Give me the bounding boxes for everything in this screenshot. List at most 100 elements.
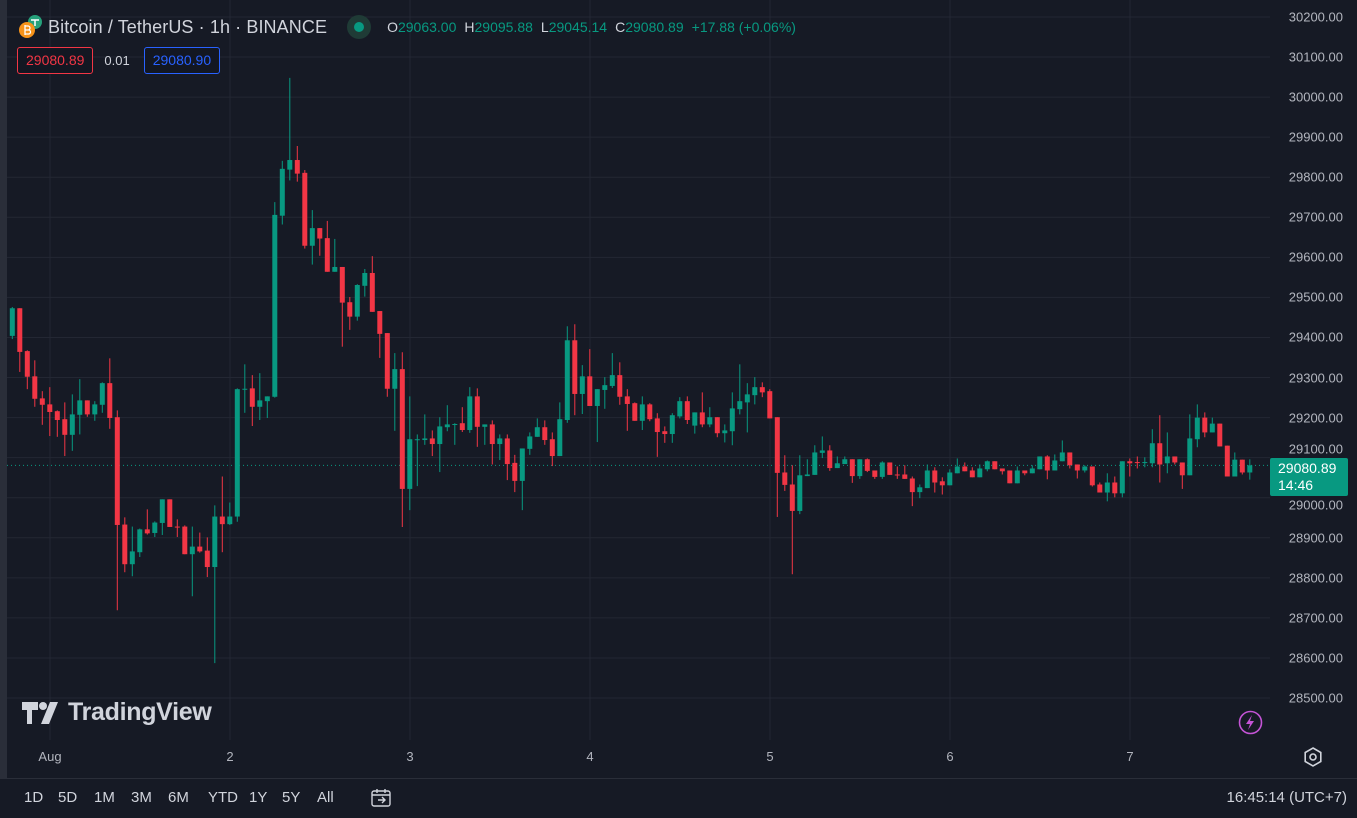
candle[interactable] bbox=[1127, 458, 1133, 477]
candle[interactable] bbox=[9, 307, 15, 340]
candle[interactable] bbox=[684, 396, 690, 425]
candle[interactable] bbox=[999, 468, 1005, 475]
candle[interactable] bbox=[744, 383, 750, 433]
candle[interactable] bbox=[272, 202, 278, 398]
candle[interactable] bbox=[444, 405, 450, 432]
candle[interactable] bbox=[969, 467, 975, 478]
candle[interactable] bbox=[1232, 452, 1238, 477]
candle[interactable] bbox=[92, 401, 98, 421]
candle[interactable] bbox=[1164, 432, 1170, 474]
candle[interactable] bbox=[714, 417, 720, 438]
candle[interactable] bbox=[902, 465, 908, 479]
candle[interactable] bbox=[62, 402, 68, 457]
candle[interactable] bbox=[572, 324, 578, 416]
candle[interactable] bbox=[1059, 440, 1065, 462]
lightning-icon[interactable] bbox=[1237, 709, 1264, 736]
candle[interactable] bbox=[84, 400, 90, 417]
candle[interactable] bbox=[774, 417, 780, 517]
candle[interactable] bbox=[1172, 456, 1178, 465]
candle[interactable] bbox=[677, 397, 683, 419]
candle[interactable] bbox=[699, 392, 705, 428]
candle[interactable] bbox=[504, 434, 510, 481]
candle[interactable] bbox=[609, 353, 615, 388]
candle[interactable] bbox=[189, 526, 195, 597]
candle[interactable] bbox=[414, 434, 420, 487]
candle[interactable] bbox=[519, 448, 525, 511]
candle[interactable] bbox=[894, 466, 900, 479]
candle[interactable] bbox=[287, 77, 293, 181]
candle[interactable] bbox=[122, 517, 128, 573]
candle[interactable] bbox=[512, 454, 518, 493]
candle[interactable] bbox=[182, 525, 188, 555]
candle[interactable] bbox=[534, 418, 540, 437]
candle[interactable] bbox=[564, 326, 570, 423]
candle[interactable] bbox=[264, 396, 270, 419]
candle[interactable] bbox=[917, 484, 923, 499]
candle[interactable] bbox=[789, 465, 795, 575]
candle[interactable] bbox=[99, 382, 105, 413]
candle[interactable] bbox=[849, 459, 855, 483]
calendar-goto-icon[interactable] bbox=[369, 786, 393, 810]
candle[interactable] bbox=[692, 412, 698, 434]
candle[interactable] bbox=[279, 160, 285, 225]
candle[interactable] bbox=[144, 509, 150, 535]
candle[interactable] bbox=[932, 467, 938, 493]
candle[interactable] bbox=[797, 455, 803, 515]
range-button-5y[interactable]: 5Y bbox=[282, 789, 301, 806]
symbol-title[interactable]: Bitcoin / TetherUS · 1h · BINANCE bbox=[48, 16, 328, 37]
candle[interactable] bbox=[864, 458, 870, 473]
candle[interactable] bbox=[69, 394, 75, 451]
candle[interactable] bbox=[219, 476, 225, 553]
candle[interactable] bbox=[482, 424, 488, 445]
candle[interactable] bbox=[167, 499, 173, 527]
range-button-5d[interactable]: 5D bbox=[58, 789, 78, 806]
candle[interactable] bbox=[834, 456, 840, 469]
candle[interactable] bbox=[467, 387, 473, 433]
candle[interactable] bbox=[459, 407, 465, 433]
candle[interactable] bbox=[1119, 461, 1125, 498]
candle[interactable] bbox=[399, 352, 405, 527]
candle[interactable] bbox=[879, 461, 885, 479]
candle[interactable] bbox=[332, 238, 338, 272]
candle[interactable] bbox=[639, 396, 645, 431]
range-button-ytd[interactable]: YTD bbox=[208, 789, 238, 806]
candle[interactable] bbox=[1247, 459, 1253, 480]
price-axis[interactable]: 30200.00 30100.00 30000.00 29900.00 29800.00… bbox=[1270, 0, 1357, 740]
candle[interactable] bbox=[1067, 452, 1073, 469]
range-button-all[interactable]: All bbox=[317, 789, 334, 806]
range-button-1m[interactable]: 1M bbox=[94, 789, 115, 806]
candle[interactable] bbox=[594, 389, 600, 443]
candle[interactable] bbox=[1157, 415, 1163, 483]
candle[interactable] bbox=[872, 470, 878, 479]
candle[interactable] bbox=[947, 469, 953, 486]
candle[interactable] bbox=[804, 459, 810, 477]
candle[interactable] bbox=[392, 353, 398, 431]
candle[interactable] bbox=[857, 459, 863, 479]
candle[interactable] bbox=[1082, 465, 1088, 473]
candle[interactable] bbox=[909, 476, 915, 507]
candle[interactable] bbox=[1104, 473, 1110, 502]
candle[interactable] bbox=[1097, 482, 1103, 493]
buy-price-button[interactable]: 29080.90 bbox=[143, 47, 221, 74]
candle[interactable] bbox=[654, 413, 660, 457]
candle[interactable] bbox=[212, 505, 218, 664]
candle[interactable] bbox=[114, 410, 120, 611]
candle[interactable] bbox=[587, 349, 593, 406]
candle[interactable] bbox=[1187, 414, 1193, 476]
candle[interactable] bbox=[1052, 454, 1058, 471]
candle[interactable] bbox=[1134, 456, 1140, 469]
candle[interactable] bbox=[887, 462, 893, 475]
candle[interactable] bbox=[129, 526, 135, 577]
candle[interactable] bbox=[1112, 476, 1118, 498]
candle[interactable] bbox=[557, 402, 563, 457]
candle[interactable] bbox=[362, 268, 368, 297]
candle[interactable] bbox=[354, 284, 360, 321]
candle[interactable] bbox=[812, 445, 818, 475]
candle[interactable] bbox=[152, 521, 158, 537]
candle[interactable] bbox=[737, 364, 743, 415]
candle[interactable] bbox=[54, 410, 60, 437]
candle[interactable] bbox=[242, 364, 248, 413]
candle[interactable] bbox=[752, 377, 758, 405]
range-button-6m[interactable]: 6M bbox=[168, 789, 189, 806]
candle[interactable] bbox=[174, 519, 180, 537]
